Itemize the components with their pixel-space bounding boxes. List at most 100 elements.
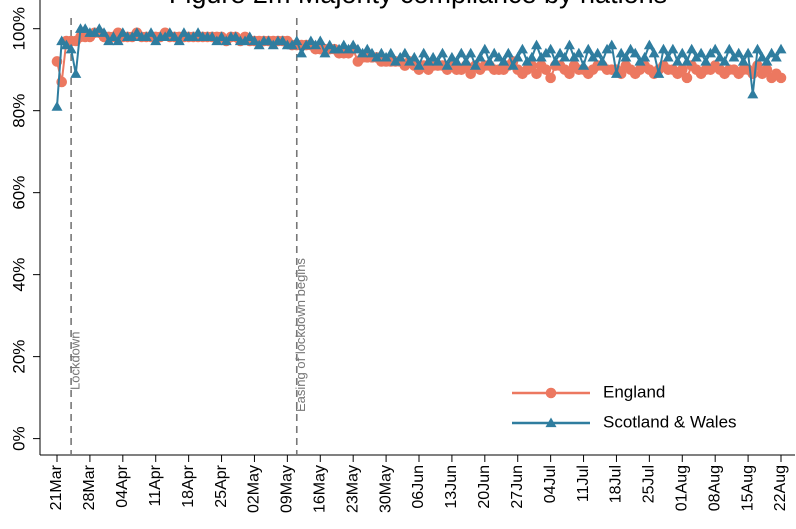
data-point <box>117 27 129 37</box>
x-tick-label: 28Mar <box>81 464 98 510</box>
data-point <box>56 35 68 46</box>
data-point <box>592 47 604 58</box>
data-point <box>761 64 773 75</box>
data-point <box>742 47 754 58</box>
data-point <box>695 47 707 58</box>
data-point <box>455 47 467 58</box>
x-tick-label: 04Apr <box>114 464 131 507</box>
data-point <box>427 51 439 62</box>
data-point <box>751 43 763 54</box>
data-point <box>441 60 453 70</box>
data-point <box>465 47 477 58</box>
y-tick-label: 60% <box>9 176 28 210</box>
data-point <box>451 55 463 66</box>
data-point <box>460 55 472 66</box>
series <box>51 23 787 111</box>
data-point <box>385 47 397 58</box>
data-point <box>610 68 622 78</box>
data-point <box>676 64 688 75</box>
x-tick-label: 21Mar <box>48 464 65 510</box>
data-point <box>676 47 688 58</box>
legend-label: England <box>603 382 665 401</box>
data-point <box>686 43 698 54</box>
data-point <box>559 51 571 62</box>
data-point <box>672 55 684 66</box>
data-point <box>216 31 228 42</box>
data-point <box>479 43 491 54</box>
x-tick-label: 06Jun <box>410 465 427 509</box>
data-point <box>639 51 651 62</box>
data-point <box>554 47 566 58</box>
data-point <box>98 27 110 37</box>
y-tick-label: 40% <box>9 258 28 292</box>
data-point <box>324 39 336 50</box>
data-point <box>582 43 594 54</box>
data-point <box>469 60 481 70</box>
data-point <box>761 55 773 66</box>
data-point <box>465 68 477 80</box>
data-point <box>606 39 618 50</box>
data-point <box>432 55 444 66</box>
legend-label: Scotland & Wales <box>603 412 737 431</box>
data-point <box>775 43 787 54</box>
y-tick-label: 0% <box>9 426 28 451</box>
x-tick-label: 11Apr <box>147 464 164 506</box>
data-point <box>319 47 331 58</box>
data-point <box>484 55 496 66</box>
data-point <box>352 43 364 54</box>
data-point <box>531 39 543 50</box>
data-point <box>516 43 528 54</box>
data-point <box>248 35 260 46</box>
data-point <box>681 72 693 84</box>
data-point <box>723 43 735 54</box>
data-point <box>700 55 712 66</box>
data-point <box>563 39 575 50</box>
data-point <box>413 60 425 70</box>
data-point <box>474 51 486 62</box>
data-point <box>662 51 674 62</box>
data-point <box>192 27 204 37</box>
data-point <box>314 35 326 46</box>
data-point <box>366 47 378 58</box>
data-point <box>770 51 782 62</box>
data-point <box>719 55 731 66</box>
data-point <box>408 51 420 62</box>
data-point <box>488 47 500 58</box>
x-tick-label: 13Jun <box>443 465 460 509</box>
data-point <box>60 39 72 50</box>
data-point <box>263 35 275 46</box>
annotation-text: Lockdown <box>68 331 83 390</box>
data-point <box>657 43 669 54</box>
data-point <box>361 43 373 54</box>
x-tick-label: 22Aug <box>772 465 789 511</box>
data-point <box>733 47 745 58</box>
y-tick-label: 100% <box>9 7 28 50</box>
x-tick-label: 11Jul <box>575 465 592 502</box>
data-point <box>347 39 359 50</box>
data-point <box>709 43 721 54</box>
x-tick-label: 16May <box>311 465 328 513</box>
data-point <box>766 47 778 58</box>
x-tick-label: 04Jul <box>542 465 559 503</box>
y-tick-label: 80% <box>9 94 28 128</box>
x-tick-label: 25Apr <box>213 464 230 507</box>
data-point <box>230 31 242 42</box>
data-point <box>65 43 77 54</box>
data-point <box>643 39 655 50</box>
data-point <box>653 68 665 78</box>
y-tick-label: 20% <box>9 340 28 374</box>
data-point <box>545 72 556 84</box>
data-point <box>756 51 768 62</box>
data-point <box>338 39 350 50</box>
x-tick-label: 01Aug <box>673 465 690 511</box>
data-point <box>493 51 505 62</box>
x-tick-label: 23May <box>344 465 361 513</box>
x-tick-label: 18Apr <box>180 464 197 507</box>
x-tick-label: 27Jun <box>509 465 526 509</box>
data-point <box>399 47 411 58</box>
legend-marker <box>545 387 557 399</box>
data-point <box>775 72 787 84</box>
data-point <box>107 31 119 42</box>
data-point <box>418 47 430 58</box>
data-point <box>502 47 514 58</box>
